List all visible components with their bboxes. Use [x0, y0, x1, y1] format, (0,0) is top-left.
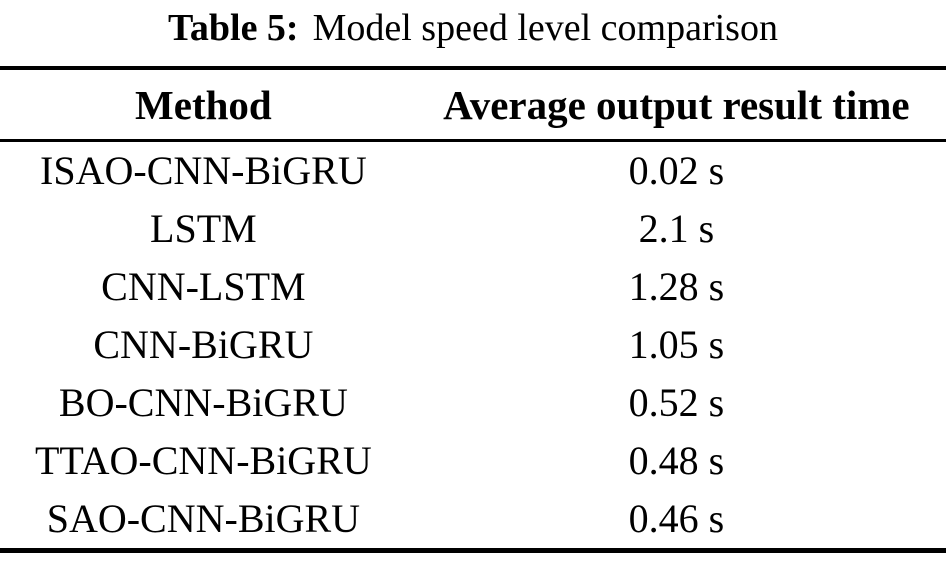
- table-body: ISAO-CNN-BiGRU 0.02 s LSTM 2.1 s CNN-LST…: [0, 141, 946, 551]
- table-row: TTAO-CNN-BiGRU 0.48 s: [0, 432, 946, 490]
- time-cell: 0.48 s: [628, 438, 725, 483]
- method-cell: CNN-LSTM: [101, 264, 306, 309]
- method-cell: TTAO-CNN-BiGRU: [34, 438, 372, 483]
- table-row: LSTM 2.1 s: [0, 200, 946, 258]
- time-cell: 0.02 s: [628, 148, 725, 193]
- time-cell: 1.05 s: [628, 322, 725, 367]
- model-speed-table: Method Average output result time ISAO-C…: [0, 66, 946, 553]
- table-caption-text: Model speed level comparison: [312, 7, 778, 49]
- method-cell: LSTM: [150, 206, 257, 251]
- column-header-method: Method: [0, 68, 407, 142]
- table-row: BO-CNN-BiGRU 0.52 s: [0, 374, 946, 432]
- method-cell: CNN-BiGRU: [93, 322, 314, 367]
- method-cell: ISAO-CNN-BiGRU: [40, 148, 367, 193]
- method-cell: BO-CNN-BiGRU: [58, 380, 348, 425]
- table-header: Method Average output result time: [0, 68, 946, 142]
- time-cell: 2.1 s: [638, 206, 715, 251]
- table-row: SAO-CNN-BiGRU 0.46 s: [0, 490, 946, 551]
- time-cell: 0.52 s: [628, 380, 725, 425]
- table-caption: Table 5: Model speed level comparison: [0, 0, 946, 66]
- time-cell: 1.28 s: [628, 264, 725, 309]
- table-header-row: Method Average output result time: [0, 68, 946, 142]
- method-cell: SAO-CNN-BiGRU: [46, 496, 361, 541]
- table-row: CNN-LSTM 1.28 s: [0, 258, 946, 316]
- column-header-average-output-result-time: Average output result time: [406, 68, 946, 142]
- table-row: CNN-BiGRU 1.05 s: [0, 316, 946, 374]
- table-row: ISAO-CNN-BiGRU 0.02 s: [0, 141, 946, 201]
- table-caption-label: Table 5:: [168, 7, 299, 49]
- time-cell: 0.46 s: [628, 496, 725, 541]
